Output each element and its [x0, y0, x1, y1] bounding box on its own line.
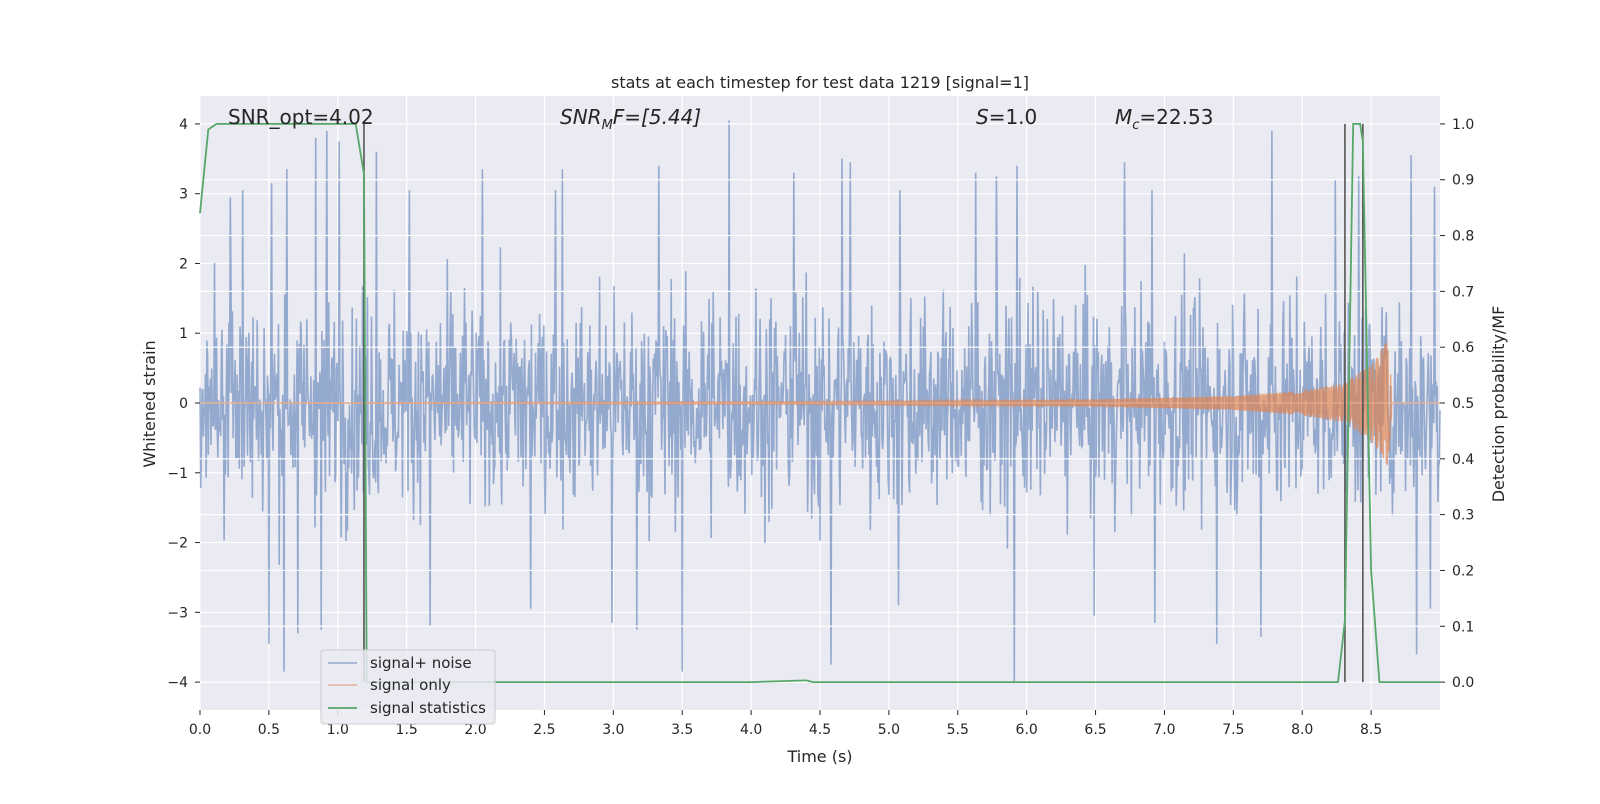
y-tick-label-left: −1: [167, 466, 188, 482]
x-tick-label: 4.5: [809, 722, 831, 738]
y-tick-label-right: 0.8: [1452, 229, 1474, 245]
annotation-snr-opt: SNR_opt=4.02: [228, 105, 374, 129]
y-tick-label-right: 0.2: [1452, 563, 1474, 579]
y-tick-label-left: −3: [167, 605, 188, 621]
signal-noise-series: [199, 120, 1441, 683]
y-tick-label-left: 2: [179, 256, 188, 272]
signal-only-line: [200, 342, 1440, 466]
legend-label-signal-noise: signal+ noise: [370, 654, 472, 672]
y-tick-label-right: 0.4: [1452, 452, 1474, 468]
annotation-snr-mf: SNRMF=[5.44]: [560, 105, 701, 133]
y-tick-label-right: 0.3: [1452, 508, 1474, 524]
x-tick-label: 2.5: [533, 722, 555, 738]
x-tick-label: 8.5: [1360, 722, 1382, 738]
signal-statistics-series: [199, 123, 1440, 683]
y-tick-label-left: −4: [167, 675, 188, 691]
y-tick-label-right: 0.7: [1452, 284, 1474, 300]
y-tick-label-right: 0.6: [1452, 340, 1474, 356]
signal-only-series: [200, 342, 1440, 466]
x-tick-label: 5.5: [947, 722, 969, 738]
annotation-mc: Mc=22.53: [1115, 105, 1213, 133]
x-tick-label: 6.5: [1084, 722, 1106, 738]
axis-ticks: 0.0 0.5 1.0 1.5 2.0 2.5 3.0 3.5 4.0 4.5 5.0 5.5 6.0 6…: [167, 117, 1474, 738]
chart-title: stats at each timestep for test data 121…: [611, 73, 1029, 92]
x-tick-label: 5.0: [878, 722, 900, 738]
y-tick-label-left: 1: [179, 326, 188, 342]
y-tick-label-left: 4: [179, 117, 188, 133]
x-tick-label: 6.0: [1016, 722, 1038, 738]
x-tick-label: 2.0: [464, 722, 486, 738]
x-tick-label: 8.0: [1291, 722, 1313, 738]
x-tick-label: 0.5: [258, 722, 280, 738]
x-tick-label: 4.0: [740, 722, 762, 738]
y-tick-label-right: 0.5: [1452, 396, 1474, 412]
y-axis-label-left: Whitened strain: [140, 340, 159, 467]
x-tick-label: 3.5: [671, 722, 693, 738]
y-tick-label-right: 0.0: [1452, 675, 1474, 691]
x-axis-label: Time (s): [786, 747, 852, 766]
y-tick-label-right: 0.9: [1452, 173, 1474, 189]
x-tick-label: 3.0: [602, 722, 624, 738]
legend-box: [320, 649, 496, 725]
y-tick-label-left: 3: [179, 187, 188, 203]
signal-noise-line: [199, 120, 1441, 683]
y-tick-label-left: 0: [179, 396, 188, 412]
y-axis-label-right: Detection probability/MF: [1489, 306, 1508, 503]
x-tick-label: 7.0: [1153, 722, 1175, 738]
legend-label-signal-statistics: signal statistics: [370, 699, 486, 717]
x-tick-label: 1.5: [396, 722, 418, 738]
legend: signal+ noise signal only signal statist…: [320, 649, 496, 725]
x-tick-label: 1.0: [327, 722, 349, 738]
y-tick-label-right: 1.0: [1452, 117, 1474, 133]
y-tick-label-left: −2: [167, 536, 188, 552]
legend-label-signal-only: signal only: [370, 676, 451, 694]
x-tick-label: 7.5: [1222, 722, 1244, 738]
x-tick-label: 0.0: [189, 722, 211, 738]
signal-statistics-line: [199, 123, 1440, 683]
annotation-s: S=1.0: [976, 105, 1037, 129]
y-tick-label-right: 0.1: [1452, 619, 1474, 635]
